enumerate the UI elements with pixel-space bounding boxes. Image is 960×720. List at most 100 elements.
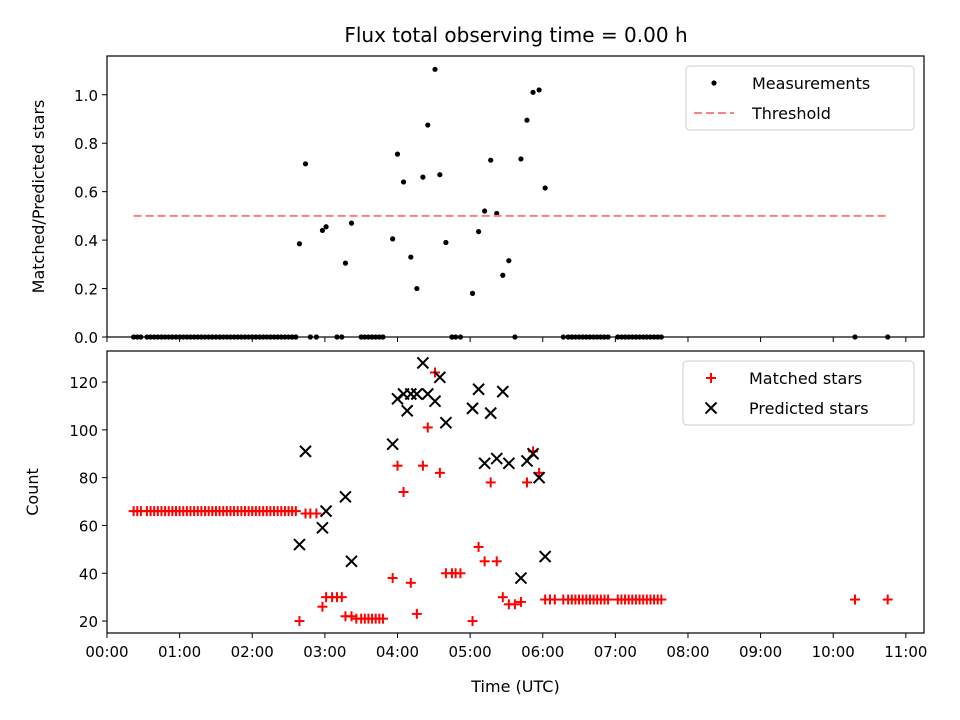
measurement-point	[296, 241, 303, 247]
predicted-stars-point	[502, 457, 516, 470]
legend-label: Measurements	[752, 74, 870, 93]
measurement-point	[469, 290, 476, 296]
matched-stars-point	[491, 556, 502, 567]
measurement-point	[432, 66, 438, 72]
x-tick-label: 09:00	[739, 643, 782, 661]
y-tick-label: 0.8	[74, 135, 98, 153]
legend-matched-swatch	[706, 373, 716, 383]
measurement-point	[475, 229, 482, 235]
matched-stars-point	[549, 594, 560, 605]
x-tick-label: 06:00	[521, 643, 564, 661]
measurement-point	[443, 239, 449, 246]
measurement-point	[494, 210, 500, 217]
measurement-point	[390, 236, 396, 242]
bottom-panel: 20 40 60 80 100 120 00:00 01:00 02:00 03:00 04:00 0…	[23, 350, 927, 696]
matched-stars-point	[290, 506, 301, 517]
bottom-panel-marks	[128, 356, 893, 627]
matched-stars-point	[317, 601, 328, 612]
top-panel-frame	[106, 55, 925, 338]
predicted-stars-point	[339, 490, 352, 503]
measurement-point	[488, 157, 494, 163]
measurement-point	[420, 174, 426, 180]
measurement-point	[408, 254, 414, 260]
predicted-stars-point	[319, 504, 333, 518]
predicted-stars-point	[532, 471, 546, 484]
x-tick-label: 05:00	[448, 643, 491, 661]
predicted-stars-point	[293, 538, 306, 551]
x-tick-label: 08:00	[666, 643, 709, 661]
y-tick-label: 0.6	[74, 184, 98, 202]
y-tick-label: 0.4	[74, 232, 98, 250]
matched-stars-point	[346, 611, 357, 622]
measurement-point	[542, 185, 548, 191]
measurement-point	[500, 272, 506, 278]
x-tick-label: 11:00	[884, 643, 927, 661]
y-tick-label: 60	[79, 517, 98, 535]
predicted-stars-point	[484, 406, 497, 420]
matched-stars-point	[473, 541, 484, 552]
measurement-point	[394, 151, 401, 157]
y-tick-label: 80	[79, 470, 98, 488]
matched-stars-point	[311, 508, 322, 519]
legend-box	[685, 65, 915, 131]
measurement-point	[323, 224, 329, 230]
measurement-point	[482, 208, 488, 214]
predicted-stars-point	[514, 571, 528, 585]
predicted-stars-point	[386, 437, 399, 451]
measurement-point	[400, 179, 407, 185]
x-tick-label: 10:00	[812, 643, 855, 661]
predicted-stars-point	[478, 457, 491, 470]
y-tick-label: 100	[69, 422, 98, 440]
matched-stars-point	[387, 573, 398, 584]
bottom-panel-legend: Matched stars Predicted stars	[682, 360, 915, 426]
predicted-stars-point	[299, 445, 312, 458]
matched-stars-point	[455, 568, 466, 579]
matched-stars-point	[411, 608, 422, 619]
measurement-point	[524, 117, 530, 123]
matched-stars-point	[509, 599, 520, 610]
x-tick-label: 02:00	[231, 643, 274, 661]
matched-stars-point	[377, 613, 388, 624]
predicted-stars-point	[538, 550, 552, 563]
matched-stars-point	[497, 592, 508, 603]
predicted-stars-point	[466, 402, 479, 415]
y-tick-label: 0.2	[74, 281, 98, 299]
top-panel: 0.0 0.2 0.4 0.6 0.8 1.0 Matched/Predicted sta…	[29, 55, 925, 347]
measurement-point	[302, 161, 309, 167]
measurement-point	[506, 258, 512, 264]
x-tick-label: 03:00	[303, 643, 346, 661]
matched-stars-point	[882, 594, 893, 605]
matched-stars-point	[521, 477, 532, 488]
matched-stars-point	[434, 467, 445, 478]
top-panel-y-axis-label: Matched/Predicted stars	[29, 100, 48, 294]
x-tick-label: 07:00	[594, 643, 637, 661]
matched-stars-point	[515, 596, 526, 607]
matched-stars-point	[534, 467, 545, 478]
matched-stars-point	[467, 616, 478, 627]
top-panel-legend: Measurements Threshold	[685, 65, 915, 131]
matched-stars-point	[422, 422, 433, 433]
y-tick-label: 120	[69, 374, 98, 392]
predicted-stars-point	[433, 371, 447, 384]
matched-stars-point	[405, 577, 416, 588]
y-tick-label: 1.0	[74, 87, 98, 105]
predicted-stars-point	[404, 387, 418, 401]
y-tick-label: 20	[79, 613, 98, 631]
predicted-stars-point	[490, 452, 503, 465]
predicted-stars-point	[410, 387, 424, 401]
predicted-stars-point	[439, 416, 453, 429]
bottom-panel-frame	[106, 350, 925, 634]
legend-label: Matched stars	[749, 369, 862, 388]
legend-measurements-swatch	[711, 80, 717, 86]
bottom-panel-x-axis-label: Time (UTC)	[470, 677, 559, 696]
legend-predicted-swatch	[704, 401, 718, 415]
measurement-point	[425, 122, 431, 128]
legend-label: Predicted stars	[749, 399, 869, 418]
bottom-panel-ticks: 20 40 60 80 100 120 00:00 01:00 02:00 03:00 04:00 0…	[69, 374, 927, 661]
predicted-stars-point	[416, 356, 430, 370]
measurement-point	[518, 156, 524, 162]
predicted-stars-point	[526, 447, 540, 460]
y-tick-label: 40	[79, 565, 98, 583]
matched-stars-point	[398, 487, 409, 497]
